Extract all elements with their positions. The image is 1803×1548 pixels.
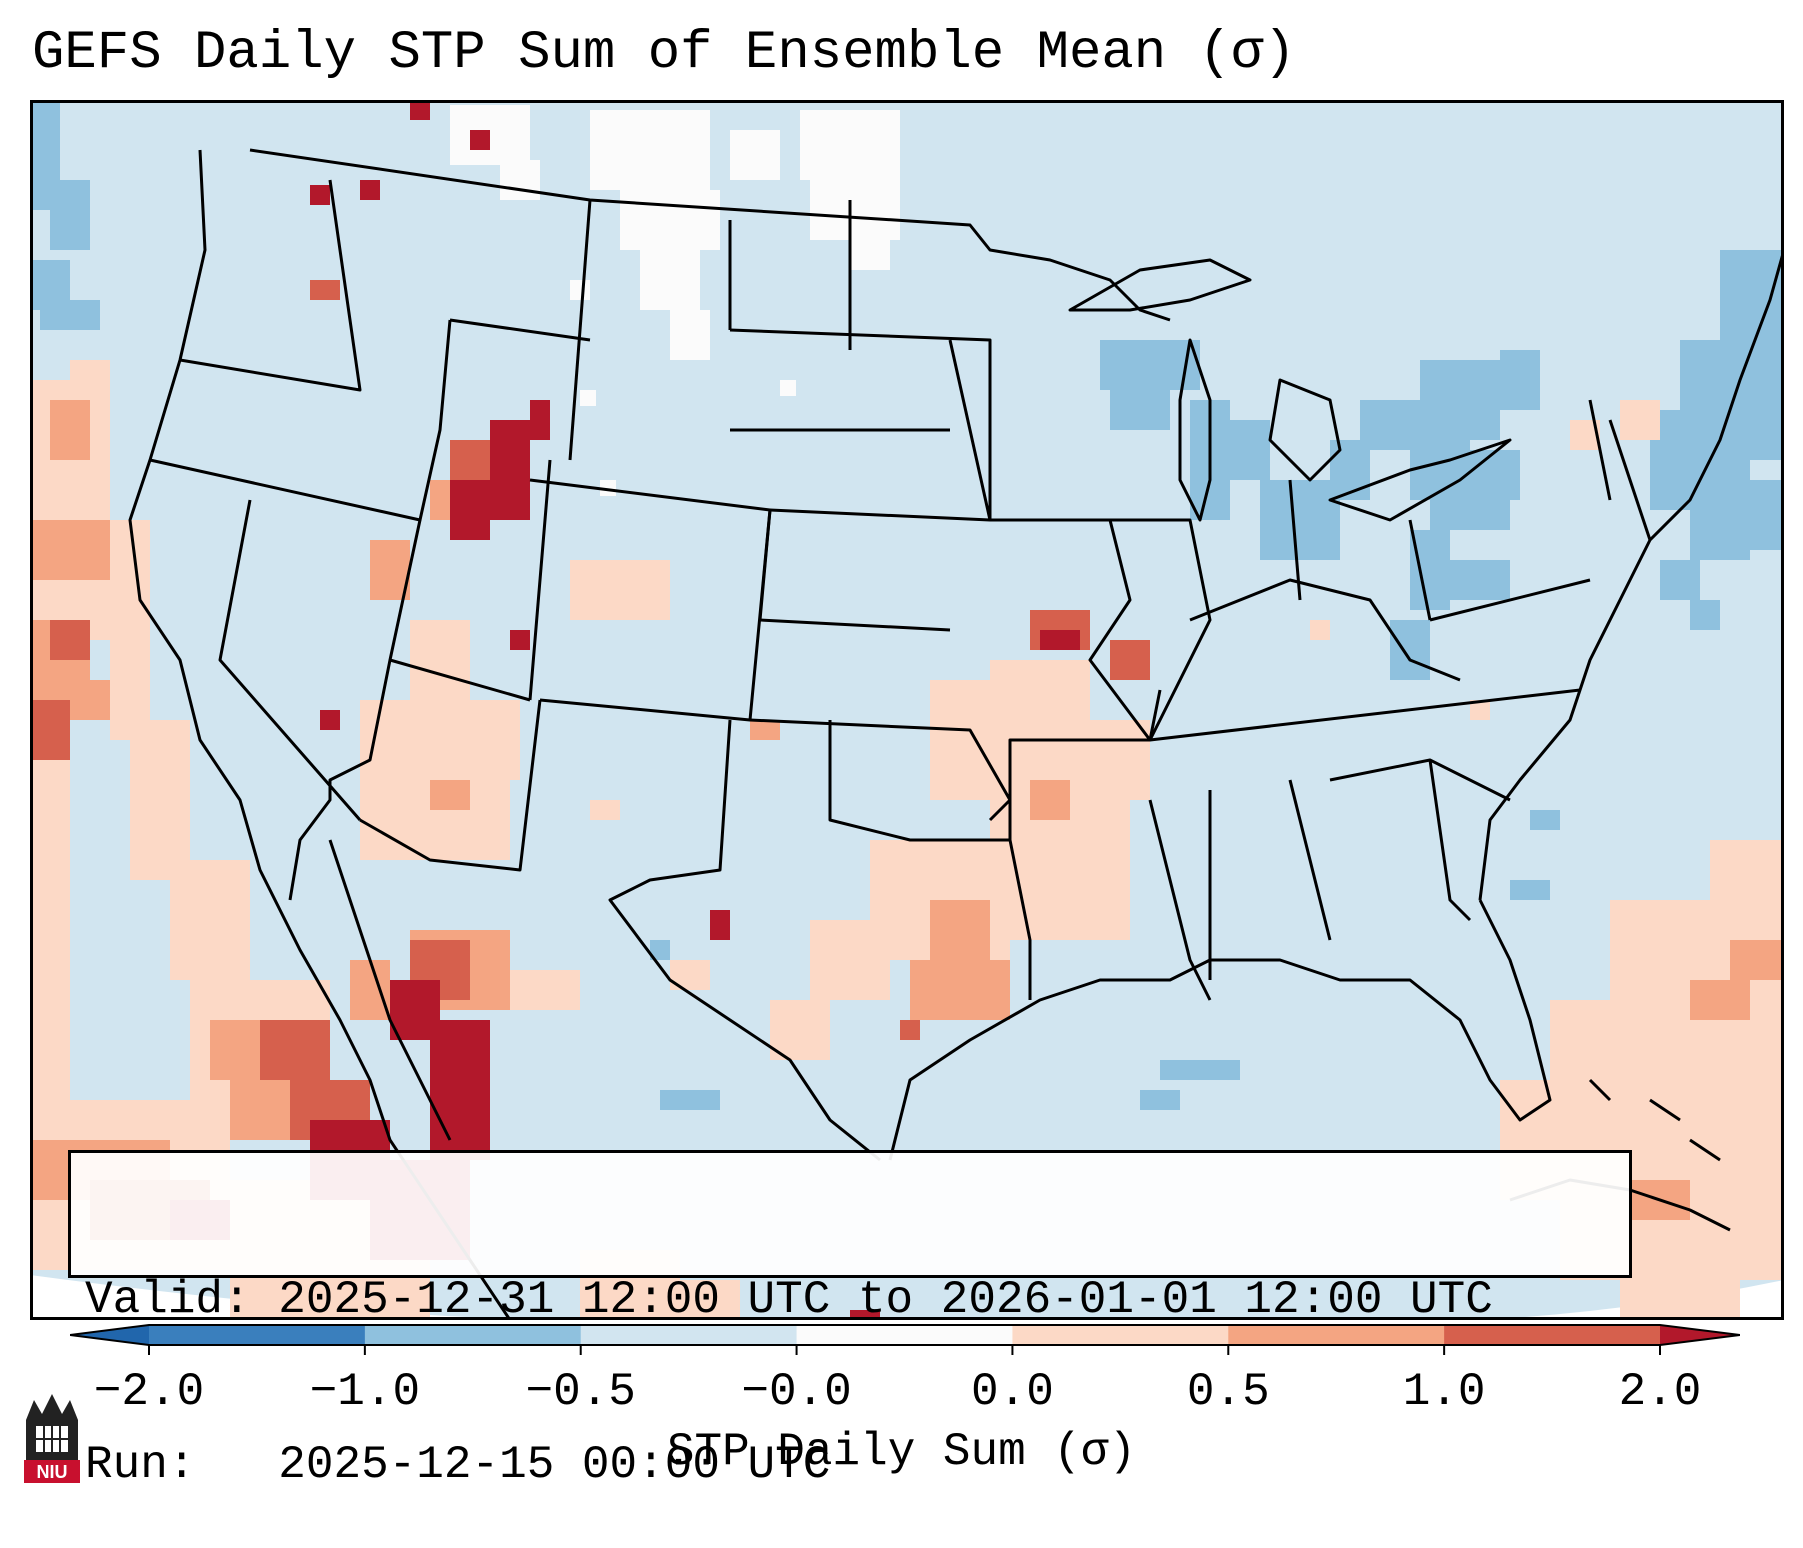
info-box: Valid: 2025-12-31 12:00 UTC to 2026-01-0…	[68, 1150, 1632, 1491]
colorbar-segment	[796, 1325, 1013, 1345]
colorbar-segment	[149, 1325, 366, 1345]
niu-logo: NIU	[24, 1394, 80, 1483]
valid-row: Valid: 2025-12-31 12:00 UTC to 2026-01-0…	[85, 1273, 1615, 1328]
colorbar-label: STP Daily Sum (σ)	[666, 1426, 1137, 1478]
colorbar-extend-under	[70, 1325, 149, 1345]
map-title: GEFS Daily STP Sum of Ensemble Mean (σ)	[32, 23, 1296, 84]
colorbar	[70, 1324, 1740, 1355]
bahamas	[1588, 1078, 1721, 1162]
colorbar-tick-label: 0.0	[971, 1366, 1054, 1418]
valid-label: Valid:	[85, 1274, 251, 1326]
east-coast	[1478, 249, 1784, 901]
run-value: 2025-12-15 00:00 UTC	[278, 1439, 831, 1491]
colorbar-segment	[1444, 1325, 1661, 1345]
texas-border	[608, 719, 881, 1162]
colorbar-segment	[580, 1325, 798, 1345]
negative-anomaly-patches	[30, 100, 1784, 1110]
stp-map	[30, 100, 1784, 1320]
lake-superior	[1068, 258, 1252, 312]
colorbar-segment	[364, 1325, 582, 1345]
map-frame	[30, 100, 1784, 1320]
gulf-of-california	[328, 839, 452, 1141]
valid-value: 2025-12-31 12:00 UTC to 2026-01-01 12:00…	[278, 1274, 1493, 1326]
colorbar-tick-label: 0.5	[1186, 1366, 1270, 1418]
lake-huron	[1268, 378, 1342, 482]
lake-erie-ontario	[1328, 438, 1512, 522]
colorbar-tick-label: −0.5	[525, 1366, 636, 1418]
border-canada-us	[249, 148, 1171, 322]
logo-badge	[24, 1460, 80, 1483]
colorbar-tick-label: −1.0	[309, 1366, 421, 1418]
colorbar-tick-label: −2.0	[93, 1366, 205, 1418]
lake-michigan	[1178, 338, 1212, 522]
colorbar-extend-over	[1660, 1325, 1740, 1345]
logo-text: NIU	[37, 1462, 68, 1482]
gulf-coast	[888, 899, 1552, 1161]
run-label: Run:	[85, 1439, 196, 1491]
colorbar-tick-label: 1.0	[1402, 1366, 1486, 1418]
colorbar-tick-label: 2.0	[1618, 1366, 1702, 1418]
colorbar-segment	[1228, 1325, 1445, 1345]
run-row: Run: 2025-12-15 00:00 UTC	[85, 1438, 1615, 1493]
projection-edge-left	[30, 1275, 550, 1320]
colorbar-segment	[1012, 1325, 1229, 1345]
colorbar-tick-label: −0.0	[741, 1366, 852, 1418]
